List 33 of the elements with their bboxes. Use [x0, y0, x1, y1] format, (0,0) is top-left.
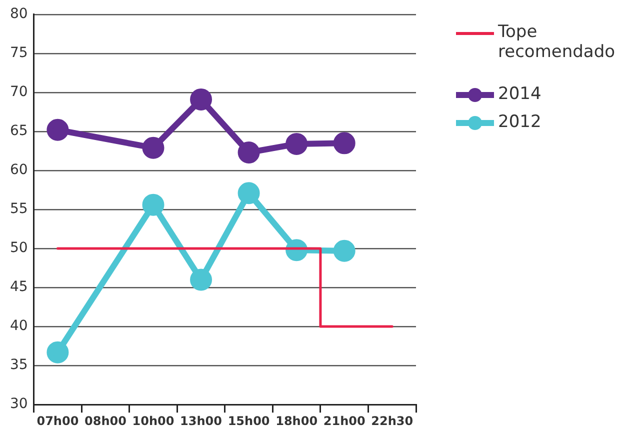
legend-label: Tope recomendado [498, 22, 616, 62]
y-tick-label: 30 [10, 396, 28, 412]
point [142, 136, 164, 159]
x-tick-label: 08h00 [84, 414, 126, 428]
point [238, 142, 260, 164]
point [238, 182, 260, 204]
y-tick-label: 60 [10, 162, 28, 178]
point [46, 118, 69, 141]
x-tick-label: 10h00 [132, 414, 174, 428]
point [190, 88, 212, 110]
x-tick-label: 13h00 [180, 414, 222, 428]
y-tick-label: 50 [10, 240, 28, 256]
y-tick-label: 70 [10, 84, 28, 100]
y-tick-label: 65 [10, 123, 28, 140]
point [190, 268, 212, 291]
x-tick-label: 07h00 [36, 414, 79, 428]
x-tick-label: 18h00 [276, 414, 318, 428]
point [286, 132, 308, 155]
x-tick-label: 21h00 [323, 414, 366, 428]
point [142, 194, 164, 216]
y-tick-label: 45 [10, 279, 28, 296]
y-tick-label: 35 [10, 357, 28, 374]
x-tick-label: 22h30 [371, 414, 414, 428]
point [46, 341, 69, 364]
y-tick-label: 40 [10, 318, 28, 334]
x-tick-label: 15h00 [228, 414, 270, 428]
y-tick-label: 55 [10, 201, 28, 218]
y-tick-label: 80 [10, 6, 28, 22]
legend-label: 2014 [498, 84, 542, 104]
legend-label: 2012 [498, 112, 542, 132]
y-tick-label: 75 [10, 45, 28, 62]
point [333, 240, 356, 262]
point [333, 132, 356, 154]
